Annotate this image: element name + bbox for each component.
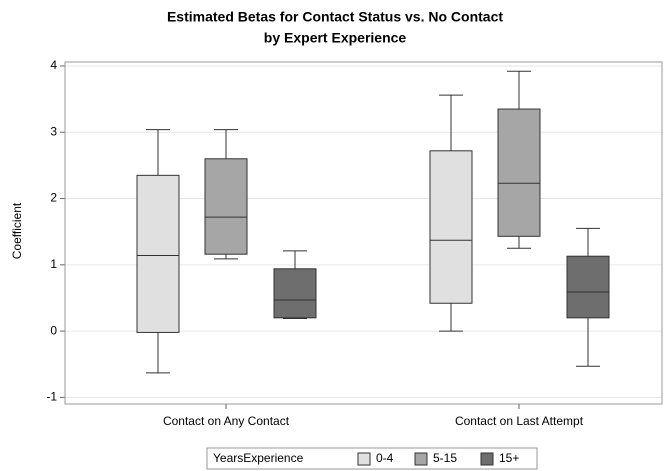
chart-title: Estimated Betas for Contact Status vs. N… [167,9,503,25]
y-tick-label: 0 [50,323,57,337]
box [136,174,180,333]
legend-swatch [480,452,494,466]
plot-frame [64,61,663,405]
legend-swatch [414,452,428,466]
whisker-upper [283,250,307,269]
legend-title: YearsExperience [213,451,304,465]
y-tick-label: 4 [50,58,57,72]
x-tick-label: Contact on Last Attempt [455,414,584,428]
whisker-lower [576,317,600,367]
y-tick-label: -1 [46,390,57,404]
whisker-upper [146,129,170,176]
whisker-upper [439,94,463,151]
whisker-lower [214,254,238,260]
legend-label: 0-4 [376,451,394,465]
x-tick-label: Contact on Any Contact [163,414,290,428]
box [429,150,473,304]
legend-label: 5-15 [433,451,457,465]
legend-label: 15+ [499,451,519,465]
whisker-lower [146,332,170,374]
y-axis-label: Coefficient [10,202,24,259]
whisker-lower [507,236,531,249]
y-tick-label: 3 [50,124,57,138]
box [566,255,610,319]
whisker-lower [439,303,463,332]
chart-subtitle: by Expert Experience [264,30,407,46]
whisker-upper [576,227,600,257]
y-tick-label: 2 [50,191,57,205]
y-tick-label: 1 [50,257,57,271]
box [204,158,248,255]
whisker-upper [507,70,531,110]
box [497,108,541,237]
legend-frame [206,447,538,470]
whisker-upper [214,129,238,159]
legend-swatch [357,452,371,466]
box [273,268,317,319]
